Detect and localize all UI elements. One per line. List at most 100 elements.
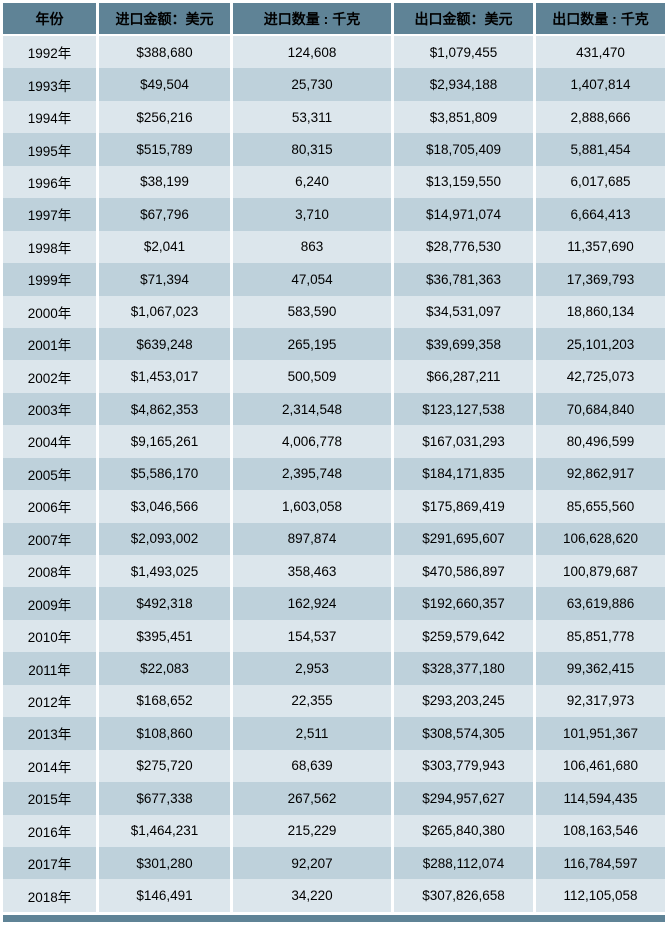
table-row: 1998年 $2,041 863 $28,776,530 11,357,690: [3, 230, 665, 264]
import-quantity-cell: 6,240: [233, 165, 394, 199]
export-amount-cell: $303,779,943: [394, 749, 536, 783]
table-row: 2013年 $108,860 2,511 $308,574,305 101,951,36…: [3, 717, 665, 750]
import-export-table: 年份 进口金额：美元 进口数量 : 千克 出口金额：美元 出口数量 : 千克 1…: [3, 3, 665, 912]
export-quantity-cell: 106,628,620: [536, 522, 665, 555]
table-row: 2014年 $275,720 68,639 $303,779,943 106,461,6…: [3, 749, 665, 783]
table-row: 2000年 $1,067,023 583,590 $34,531,097 18,860,…: [3, 295, 665, 328]
export-quantity-cell: 106,461,680: [536, 749, 665, 783]
export-quantity-cell: 431,470: [536, 36, 665, 69]
col-header-export-amount: 出口金额：美元: [394, 3, 536, 36]
import-amount-cell: $677,338: [99, 782, 233, 815]
export-quantity-cell: 18,860,134: [536, 295, 665, 328]
import-amount-cell: $256,216: [99, 100, 233, 134]
import-quantity-cell: 162,924: [233, 587, 394, 620]
year-cell: 2006年: [3, 490, 99, 523]
col-header-import-quantity: 进口数量 : 千克: [233, 3, 394, 36]
year-cell: 2002年: [3, 360, 99, 393]
import-quantity-cell: 265,195: [233, 327, 394, 361]
export-amount-cell: $14,971,074: [394, 198, 536, 231]
import-quantity-cell: 583,590: [233, 295, 394, 328]
export-amount-cell: $36,781,363: [394, 263, 536, 296]
col-header-year: 年份: [3, 3, 99, 36]
export-amount-cell: $18,705,409: [394, 133, 536, 166]
year-cell: 1993年: [3, 68, 99, 101]
year-cell: 1997年: [3, 198, 99, 231]
export-quantity-cell: 85,655,560: [536, 490, 665, 523]
export-amount-cell: $259,579,642: [394, 619, 536, 653]
export-amount-cell: $470,586,897: [394, 555, 536, 588]
export-quantity-cell: 5,881,454: [536, 133, 665, 166]
import-quantity-cell: 22,355: [233, 684, 394, 718]
import-amount-cell: $1,453,017: [99, 360, 233, 393]
import-quantity-cell: 92,207: [233, 846, 394, 880]
year-cell: 1998年: [3, 230, 99, 264]
year-cell: 2004年: [3, 425, 99, 458]
import-quantity-cell: 25,730: [233, 68, 394, 101]
export-quantity-cell: 108,163,546: [536, 814, 665, 847]
export-quantity-cell: 92,317,973: [536, 684, 665, 718]
export-quantity-cell: 80,496,599: [536, 425, 665, 458]
year-cell: 2008年: [3, 555, 99, 588]
table-row: 2008年 $1,493,025 358,463 $470,586,897 100,87…: [3, 555, 665, 588]
import-amount-cell: $388,680: [99, 36, 233, 69]
col-header-export-quantity: 出口数量 : 千克: [536, 3, 665, 36]
export-quantity-cell: 2,888,666: [536, 100, 665, 134]
export-amount-cell: $308,574,305: [394, 717, 536, 750]
table-row: 2004年 $9,165,261 4,006,778 $167,031,293 80,4…: [3, 425, 665, 458]
year-cell: 2001年: [3, 327, 99, 361]
export-amount-cell: $175,869,419: [394, 490, 536, 523]
export-quantity-cell: 42,725,073: [536, 360, 665, 393]
export-amount-cell: $167,031,293: [394, 425, 536, 458]
export-quantity-cell: 1,407,814: [536, 68, 665, 101]
import-amount-cell: $5,586,170: [99, 457, 233, 491]
export-quantity-cell: 101,951,367: [536, 717, 665, 750]
table-row: 2012年 $168,652 22,355 $293,203,245 92,317,97…: [3, 684, 665, 718]
year-cell: 2005年: [3, 457, 99, 491]
year-cell: 1995年: [3, 133, 99, 166]
import-amount-cell: $3,046,566: [99, 490, 233, 523]
export-quantity-cell: 70,684,840: [536, 392, 665, 426]
import-amount-cell: $49,504: [99, 68, 233, 101]
year-cell: 2016年: [3, 814, 99, 847]
export-amount-cell: $1,079,455: [394, 36, 536, 69]
import-quantity-cell: 47,054: [233, 263, 394, 296]
export-quantity-cell: 63,619,886: [536, 587, 665, 620]
year-cell: 1994年: [3, 100, 99, 134]
table-row: 2015年 $677,338 267,562 $294,957,627 114,594,…: [3, 782, 665, 815]
import-quantity-cell: 4,006,778: [233, 425, 394, 458]
year-cell: 1996年: [3, 165, 99, 199]
export-amount-cell: $328,377,180: [394, 652, 536, 685]
import-amount-cell: $67,796: [99, 198, 233, 231]
year-cell: 2017年: [3, 846, 99, 880]
year-cell: 2003年: [3, 392, 99, 426]
import-quantity-cell: 2,395,748: [233, 457, 394, 491]
import-quantity-cell: 358,463: [233, 555, 394, 588]
import-quantity-cell: 154,537: [233, 619, 394, 653]
table-row: 1996年 $38,199 6,240 $13,159,550 6,017,685: [3, 165, 665, 199]
year-cell: 2010年: [3, 619, 99, 653]
import-amount-cell: $301,280: [99, 846, 233, 880]
export-amount-cell: $2,934,188: [394, 68, 536, 101]
year-cell: 2007年: [3, 522, 99, 555]
export-quantity-cell: 25,101,203: [536, 327, 665, 361]
import-amount-cell: $639,248: [99, 327, 233, 361]
export-amount-cell: $192,660,357: [394, 587, 536, 620]
export-quantity-cell: 114,594,435: [536, 782, 665, 815]
year-cell: 1992年: [3, 36, 99, 69]
table-row: 2011年 $22,083 2,953 $328,377,180 99,362,415: [3, 652, 665, 685]
table-row: 2018年 $146,491 34,220 $307,826,658 112,105,0…: [3, 879, 665, 912]
year-cell: 2014年: [3, 749, 99, 783]
table-row: 2016年 $1,464,231 215,229 $265,840,380 108,16…: [3, 814, 665, 847]
export-amount-cell: $13,159,550: [394, 165, 536, 199]
import-quantity-cell: 1,603,058: [233, 490, 394, 523]
export-amount-cell: $184,171,835: [394, 457, 536, 491]
col-header-import-amount: 进口金额：美元: [99, 3, 233, 36]
export-amount-cell: $265,840,380: [394, 814, 536, 847]
table-row: 2006年 $3,046,566 1,603,058 $175,869,419 85,6…: [3, 490, 665, 523]
import-amount-cell: $515,789: [99, 133, 233, 166]
export-quantity-cell: 92,862,917: [536, 457, 665, 491]
table-row: 1992年 $388,680 124,608 $1,079,455 431,470: [3, 36, 665, 69]
export-quantity-cell: 116,784,597: [536, 846, 665, 880]
table-row: 2001年 $639,248 265,195 $39,699,358 25,101,20…: [3, 327, 665, 361]
table-row: 2002年 $1,453,017 500,509 $66,287,211 42,725,…: [3, 360, 665, 393]
